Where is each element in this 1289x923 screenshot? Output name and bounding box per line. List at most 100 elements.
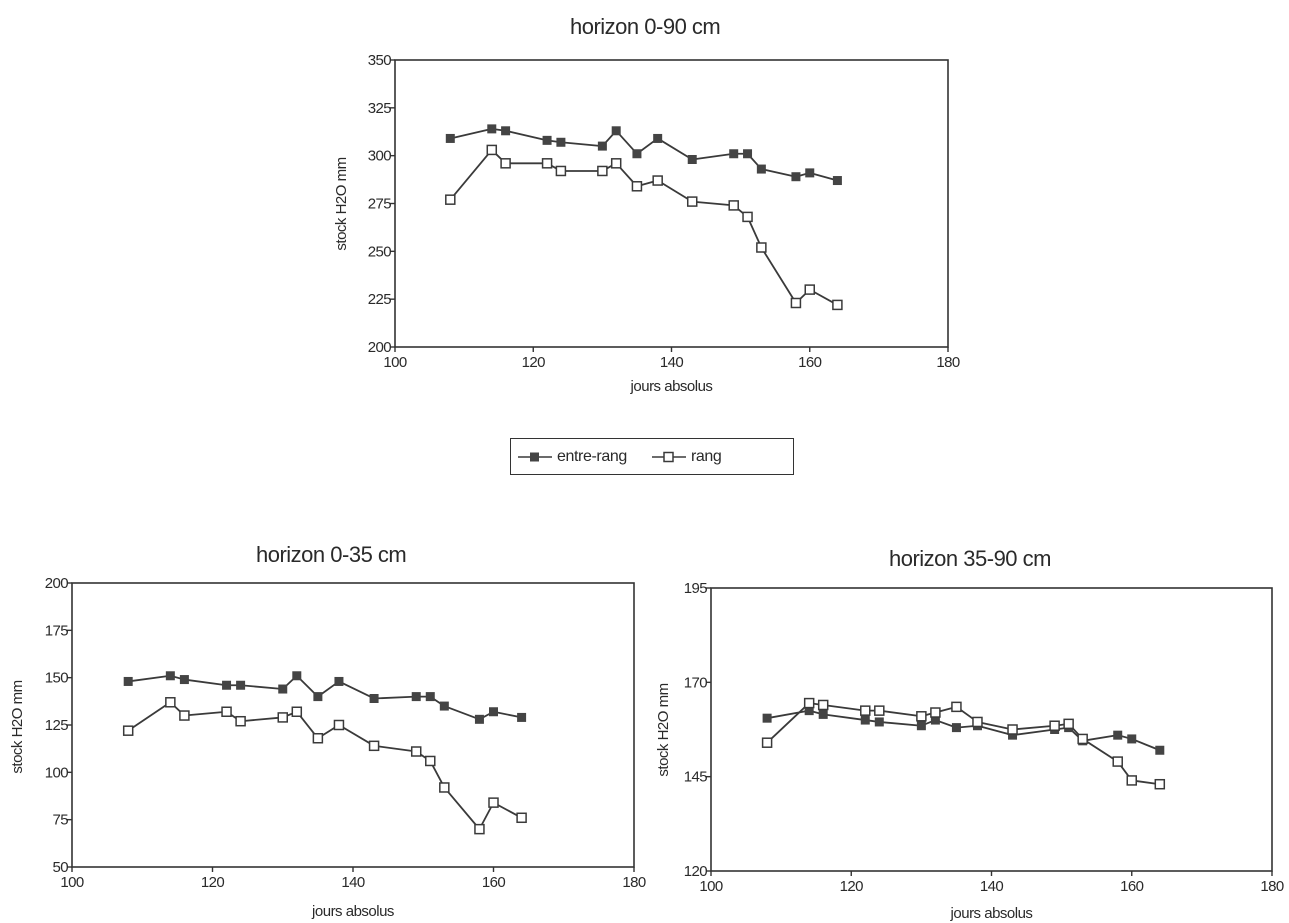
data-point-entre-rang <box>556 137 566 147</box>
x-axis-label: jours absolus <box>311 903 394 920</box>
data-point-entre-rang <box>597 141 607 151</box>
data-point-entre-rang <box>292 671 302 681</box>
data-point-rang <box>761 737 773 748</box>
data-point-rang <box>439 782 450 793</box>
data-point-entre-rang <box>743 149 753 159</box>
data-point-entre-rang <box>517 712 527 722</box>
data-point-rang <box>610 158 622 169</box>
y-tick-label: 350 <box>368 52 391 69</box>
x-tick-label: 160 <box>798 354 821 371</box>
chart-horizon-0-35: horizon 0-35 cm 50 75 100 125 150 175 200 100 12… <box>0 530 660 923</box>
y-axis-label: stock H2O mm <box>655 683 672 776</box>
x-tick-label: 160 <box>482 874 505 891</box>
data-point-rang <box>972 716 983 728</box>
data-point-rang <box>235 715 246 727</box>
data-point-rang <box>1077 733 1088 745</box>
data-point-rang <box>474 823 485 835</box>
y-tick-label: 120 <box>684 863 707 880</box>
x-tick-label: 140 <box>980 878 1003 895</box>
y-tick-label: 100 <box>45 764 68 781</box>
data-point-entre-rang <box>489 707 498 717</box>
x-tick-label: 120 <box>840 878 863 895</box>
open-square-marker-icon <box>652 451 686 462</box>
data-point-entre-rang <box>762 713 772 723</box>
data-point-rang <box>804 284 815 295</box>
data-point-rang <box>1049 720 1060 731</box>
data-point-entre-rang <box>1008 730 1018 740</box>
data-point-rang <box>832 299 843 311</box>
data-point-entre-rang <box>804 706 814 716</box>
data-point-entre-rang <box>474 714 484 724</box>
data-point-entre-rang <box>632 149 642 159</box>
data-point-rang <box>277 712 288 723</box>
x-tick-label: 100 <box>699 878 722 895</box>
data-point-entre-rang <box>236 680 246 690</box>
data-point-rang <box>425 755 436 767</box>
data-point-rang <box>916 711 927 722</box>
data-point-rang <box>179 710 190 721</box>
data-point-entre-rang <box>542 135 552 145</box>
data-point-entre-rang <box>916 721 926 731</box>
data-point-rang <box>291 706 303 717</box>
data-point-rang <box>1126 775 1137 786</box>
data-point-rang <box>803 697 815 709</box>
plot-frame <box>394 59 949 348</box>
chart-plot: 200 225 250 275 300 325 350 100 120 140 160 180 jour… <box>333 52 960 395</box>
data-point-entre-rang <box>425 692 435 702</box>
data-point-entre-rang <box>278 684 288 694</box>
y-tick-label: 325 <box>368 100 391 117</box>
data-point-entre-rang <box>805 168 815 178</box>
data-point-rang <box>631 181 643 192</box>
chart-horizon-35-90: horizon 35-90 cm 120 145 170 195 100 120 140 16… <box>640 530 1289 923</box>
chart-plot: 50 75 100 125 150 175 200 100 120 140 160 180 jours … <box>9 575 646 920</box>
data-point-rang <box>410 746 422 757</box>
legend-label: rang <box>691 447 722 465</box>
series-line-entre-rang <box>450 127 838 182</box>
y-tick-label: 250 <box>368 243 391 260</box>
filled-square-marker-icon <box>518 452 552 461</box>
data-point-rang <box>728 200 739 211</box>
data-point-entre-rang <box>439 701 449 711</box>
y-tick-label: 225 <box>368 291 391 308</box>
data-point-entre-rang <box>611 126 621 136</box>
y-tick-label: 275 <box>368 196 391 213</box>
data-point-rang <box>951 701 962 713</box>
data-point-rang <box>1154 778 1166 790</box>
chart-title: horizon 35-90 cm <box>889 546 1051 571</box>
data-point-entre-rang <box>165 671 175 681</box>
data-point-rang <box>541 158 553 169</box>
data-point-entre-rang <box>930 715 940 725</box>
chart-title: horizon 0-90 cm <box>570 14 721 39</box>
x-axis-label: jours absolus <box>950 905 1033 922</box>
x-tick-label: 180 <box>1260 878 1283 895</box>
data-point-rang <box>652 175 663 186</box>
legend-item-entre-rang: entre-rang <box>517 439 627 474</box>
y-tick-label: 170 <box>684 674 707 691</box>
data-point-entre-rang <box>313 692 323 702</box>
data-point-rang <box>312 733 324 744</box>
data-point-entre-rang <box>729 149 739 159</box>
data-point-rang <box>165 697 176 708</box>
data-point-rang <box>368 740 380 752</box>
legend-item-rang: rang <box>651 439 722 474</box>
x-tick-label: 100 <box>60 874 83 891</box>
data-point-rang <box>1007 724 1018 735</box>
plot-frame <box>71 582 635 868</box>
y-tick-label: 125 <box>45 717 68 734</box>
data-point-rang <box>333 719 345 731</box>
data-point-entre-rang <box>222 680 232 690</box>
y-tick-label: 150 <box>45 670 68 687</box>
data-point-rang <box>860 705 871 716</box>
series-line-rang <box>127 701 523 831</box>
data-point-entre-rang <box>487 124 497 134</box>
data-point-entre-rang <box>860 715 870 725</box>
data-point-entre-rang <box>445 133 455 143</box>
data-point-rang <box>742 211 753 223</box>
x-tick-label: 160 <box>1120 878 1143 895</box>
y-tick-label: 175 <box>45 622 68 639</box>
y-axis-label: stock H2O mm <box>9 680 26 773</box>
y-tick-label: 300 <box>368 148 391 165</box>
x-tick-label: 120 <box>522 354 545 371</box>
data-point-rang <box>1112 756 1123 767</box>
